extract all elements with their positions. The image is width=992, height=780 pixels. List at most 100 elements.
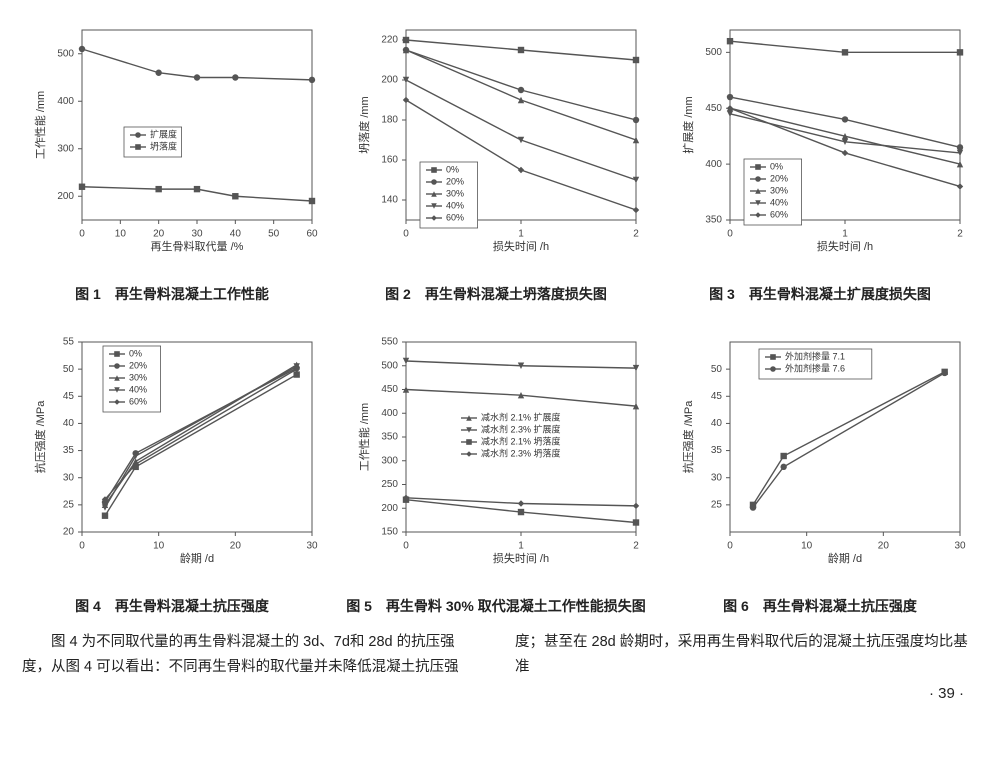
panel-grid: 0102030405060200300400500再生骨料取代量 /%工作性能 … [22, 20, 970, 616]
legend-label-1: 坍落度 [150, 140, 177, 151]
panel-f4: 01020302025303540455055龄期 /d抗压强度 /MPa0%2… [22, 332, 322, 616]
legend-label-4: 60% [129, 396, 147, 406]
legend-label-3: 40% [770, 197, 788, 207]
svg-text:10: 10 [115, 229, 127, 240]
y-axis-label: 抗压强度 /MPa [681, 400, 695, 474]
svg-text:50: 50 [63, 364, 75, 375]
svg-text:0: 0 [727, 229, 733, 240]
caption-f4: 图 4 再生骨料混凝土抗压强度 [22, 596, 322, 616]
chart-f2: 012140160180200220损失时间 /h坍落度 /mm0%20%30%… [346, 20, 646, 280]
panel-f6: 0102030253035404550龄期 /d抗压强度 /MPa外加剂掺量 7… [670, 332, 970, 616]
svg-text:10: 10 [153, 541, 165, 552]
caption-f3: 图 3 再生骨料混凝土扩展度损失图 [670, 284, 970, 304]
legend-label-0: 外加剂掺量 7.1 [785, 350, 845, 361]
svg-text:25: 25 [63, 499, 75, 510]
svg-text:300: 300 [381, 455, 398, 466]
svg-text:350: 350 [381, 432, 398, 443]
legend-label-1: 外加剂掺量 7.6 [785, 362, 845, 373]
svg-text:30: 30 [711, 472, 723, 483]
chart-f4: 01020302025303540455055龄期 /d抗压强度 /MPa0%2… [22, 332, 322, 592]
body-paragraph: 图 4 为不同取代量的再生骨料混凝土的 3d、7d和 28d 的抗压强度，从图 … [22, 630, 970, 679]
svg-text:0: 0 [403, 541, 409, 552]
x-axis-label: 龄期 /d [180, 551, 214, 565]
legend-label-2: 30% [446, 188, 464, 198]
svg-text:1: 1 [518, 541, 524, 552]
legend-label-2: 30% [770, 185, 788, 195]
legend-label-4: 60% [446, 212, 464, 222]
svg-text:20: 20 [878, 541, 890, 552]
y-axis-label: 抗压强度 /MPa [33, 400, 47, 474]
svg-text:45: 45 [711, 391, 723, 402]
legend-label-1: 20% [770, 173, 788, 183]
svg-text:180: 180 [381, 115, 398, 126]
legend-label-1: 20% [446, 176, 464, 186]
svg-text:200: 200 [57, 191, 74, 202]
svg-text:40: 40 [63, 418, 75, 429]
chart-f5: 012150200250300350400450500550损失时间 /h工作性… [346, 332, 646, 592]
x-axis-label: 损失时间 /h [493, 239, 549, 253]
legend-label-0: 减水剂 2.1% 扩展度 [481, 411, 561, 422]
y-axis-label: 扩展度 /mm [681, 96, 695, 153]
legend-label-1: 减水剂 2.3% 扩展度 [481, 423, 561, 434]
svg-text:35: 35 [63, 445, 75, 456]
svg-text:45: 45 [63, 391, 75, 402]
svg-text:20: 20 [153, 229, 165, 240]
x-axis-label: 再生骨料取代量 /% [151, 239, 244, 253]
svg-text:50: 50 [711, 364, 723, 375]
svg-text:450: 450 [705, 103, 722, 114]
svg-text:0: 0 [727, 541, 733, 552]
legend-label-2: 30% [129, 372, 147, 382]
chart-f6: 0102030253035404550龄期 /d抗压强度 /MPa外加剂掺量 7… [670, 332, 970, 592]
legend-label-3: 减水剂 2.3% 坍落度 [481, 447, 561, 458]
legend-label-0: 0% [129, 348, 142, 358]
svg-text:350: 350 [705, 215, 722, 226]
svg-text:20: 20 [63, 527, 75, 538]
svg-text:40: 40 [711, 418, 723, 429]
svg-text:400: 400 [381, 408, 398, 419]
svg-text:2: 2 [633, 541, 639, 552]
svg-text:400: 400 [705, 159, 722, 170]
svg-text:10: 10 [801, 541, 813, 552]
svg-text:450: 450 [381, 384, 398, 395]
x-axis-label: 损失时间 /h [493, 551, 549, 565]
legend-label-3: 40% [129, 384, 147, 394]
svg-text:400: 400 [57, 96, 74, 107]
svg-text:35: 35 [711, 445, 723, 456]
y-axis-label: 坍落度 /mm [357, 96, 371, 153]
svg-text:30: 30 [954, 541, 966, 552]
caption-f1: 图 1 再生骨料混凝土工作性能 [22, 284, 322, 304]
svg-text:500: 500 [705, 47, 722, 58]
svg-text:550: 550 [381, 337, 398, 348]
chart-f1: 0102030405060200300400500再生骨料取代量 /%工作性能 … [22, 20, 322, 280]
y-axis-label: 工作性能 /mm [357, 403, 371, 471]
svg-text:140: 140 [381, 195, 398, 206]
legend-label-3: 40% [446, 200, 464, 210]
caption-f5: 图 5 再生骨料 30% 取代混凝土工作性能损失图 [346, 596, 646, 616]
svg-text:30: 30 [191, 229, 203, 240]
legend-label-0: 0% [446, 164, 459, 174]
svg-text:0: 0 [79, 229, 85, 240]
y-axis-label: 工作性能 /mm [33, 91, 47, 159]
legend-label-2: 减水剂 2.1% 坍落度 [481, 435, 561, 446]
page-number: · 39 · [22, 685, 970, 702]
svg-text:220: 220 [381, 35, 398, 46]
series-line-2 [406, 50, 636, 140]
legend-label-4: 60% [770, 209, 788, 219]
panel-f5: 012150200250300350400450500550损失时间 /h工作性… [346, 332, 646, 616]
legend-label-0: 0% [770, 161, 783, 171]
panel-f2: 012140160180200220损失时间 /h坍落度 /mm0%20%30%… [346, 20, 646, 304]
svg-text:200: 200 [381, 75, 398, 86]
svg-text:20: 20 [230, 541, 242, 552]
svg-text:200: 200 [381, 503, 398, 514]
panel-f1: 0102030405060200300400500再生骨料取代量 /%工作性能 … [22, 20, 322, 304]
series-line-0 [753, 372, 945, 505]
svg-text:40: 40 [230, 229, 242, 240]
svg-text:160: 160 [381, 155, 398, 166]
svg-text:1: 1 [842, 229, 848, 240]
svg-text:250: 250 [381, 479, 398, 490]
svg-text:500: 500 [57, 48, 74, 59]
legend-label-1: 20% [129, 360, 147, 370]
svg-text:55: 55 [63, 337, 75, 348]
panel-f3: 012350400450500损失时间 /h扩展度 /mm0%20%30%40%… [670, 20, 970, 304]
svg-text:150: 150 [381, 527, 398, 538]
